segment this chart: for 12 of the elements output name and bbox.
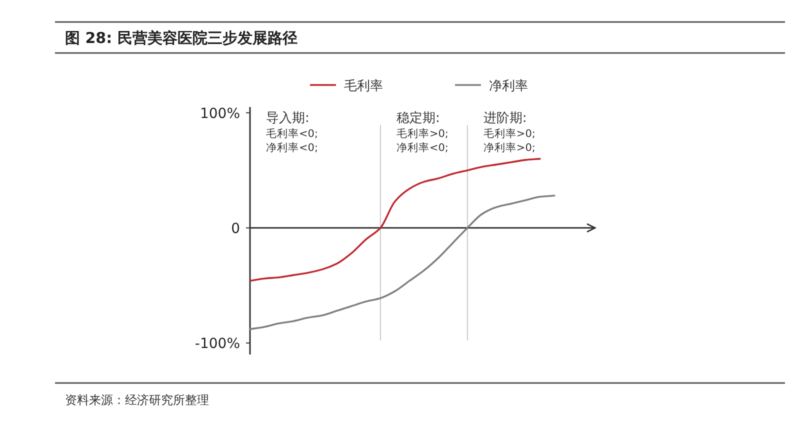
chart-title: 图 28: 民营美容医院三步发展路径 bbox=[65, 29, 298, 47]
annotation: 进阶期: 毛利率>0; 净利率>0; bbox=[483, 111, 536, 154]
line-series bbox=[249, 194, 556, 330]
y-tick-label: 0 bbox=[231, 220, 240, 237]
y-tick-label: 100% bbox=[200, 106, 240, 122]
legend-label: 毛利率 bbox=[344, 78, 383, 94]
y-tick-label: -100% bbox=[194, 336, 240, 352]
annotation: 导入期: 毛利率<0; 净利率<0; bbox=[266, 111, 318, 154]
text: 资料来源：经济研究所整理 bbox=[65, 393, 209, 407]
line-series bbox=[249, 158, 541, 282]
annotation: 稳定期: 毛利率>0; 净利率<0; bbox=[396, 111, 448, 154]
legend-label: 净利率 bbox=[489, 78, 528, 94]
